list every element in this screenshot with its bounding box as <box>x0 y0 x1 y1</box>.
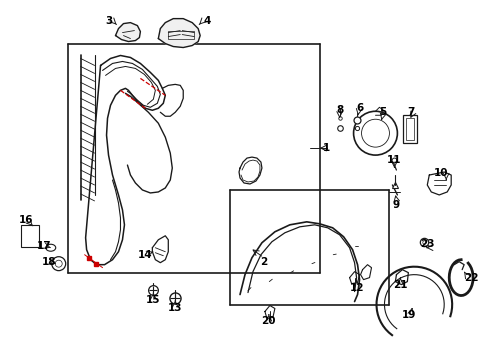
Ellipse shape <box>46 244 56 251</box>
Circle shape <box>353 111 397 155</box>
Text: 3: 3 <box>105 15 112 26</box>
Text: 14: 14 <box>138 250 152 260</box>
Bar <box>406 118 413 140</box>
Text: 7: 7 <box>407 107 414 117</box>
Text: 18: 18 <box>41 257 56 267</box>
Text: 16: 16 <box>19 215 33 225</box>
Text: 15: 15 <box>146 294 160 305</box>
Text: 8: 8 <box>335 105 343 115</box>
Circle shape <box>52 257 65 271</box>
Text: 2: 2 <box>260 257 267 267</box>
Text: 21: 21 <box>392 280 407 289</box>
Text: 19: 19 <box>401 310 416 320</box>
Text: 23: 23 <box>419 239 434 249</box>
Text: 6: 6 <box>355 103 363 113</box>
Text: 20: 20 <box>260 316 275 327</box>
Polygon shape <box>158 19 200 48</box>
Text: 17: 17 <box>37 241 51 251</box>
Text: 13: 13 <box>168 302 182 312</box>
Text: 11: 11 <box>386 155 401 165</box>
Text: 22: 22 <box>463 273 477 283</box>
Bar <box>168 31 194 39</box>
Text: 10: 10 <box>433 168 447 178</box>
Bar <box>403 115 416 143</box>
Text: 5: 5 <box>378 107 386 117</box>
Text: 4: 4 <box>203 15 210 26</box>
Text: 9: 9 <box>392 200 399 210</box>
Text: 1: 1 <box>323 143 329 153</box>
Text: 12: 12 <box>349 283 364 293</box>
Polygon shape <box>115 23 140 41</box>
Bar <box>21 225 39 247</box>
